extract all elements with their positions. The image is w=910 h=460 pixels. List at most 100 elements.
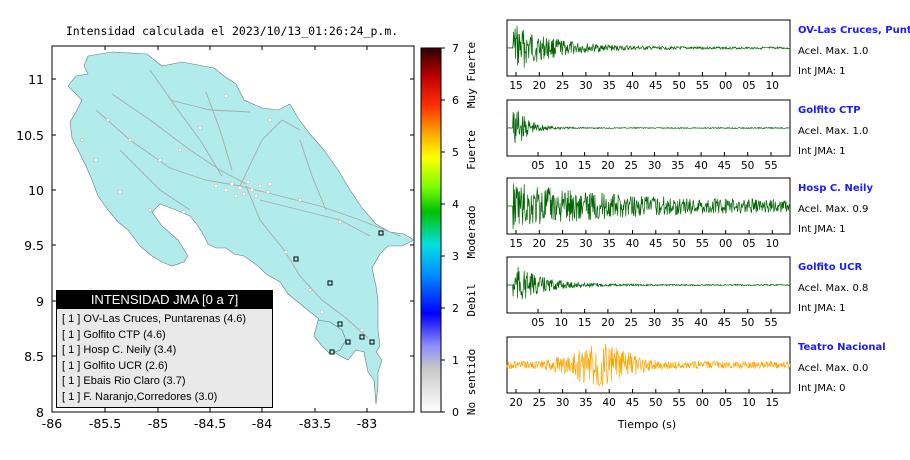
waveform	[506, 111, 791, 144]
colorbar-tick-label: 1	[452, 354, 459, 367]
lat-tick-label: 8.5	[24, 349, 44, 364]
colorbar-class-label: No sentido	[465, 349, 478, 415]
legend-title: INTENSIDAD JMA [0 a 7]	[57, 291, 272, 309]
station-marker	[327, 280, 333, 286]
trace-tick-label: 50	[672, 80, 685, 92]
trace-tick-label: 10	[555, 160, 568, 172]
trace-tick-label: 40	[626, 80, 639, 92]
trace-tick-label: 35	[603, 238, 616, 250]
trace-acel-max: Acel. Max. 0.0	[798, 363, 868, 374]
trace-tick-label: 50	[741, 160, 754, 172]
colorbar-tick-label: 4	[452, 198, 459, 211]
colorbar-labels: No sentido Debil Moderado Fuerte Muy Fuerte	[465, 42, 478, 415]
trace-tick-label: 25	[533, 397, 546, 409]
trace-panel: 15 20 25 30 35 40 45 50 55 00 05 10 Hosp C. Neily Ace…	[506, 177, 873, 250]
map-station-markers	[293, 230, 384, 355]
waveform	[506, 266, 791, 300]
trace-tick-label: 20	[509, 397, 522, 409]
trace-station-name: Teatro Nacional	[798, 342, 886, 353]
trace-int-jma: Int JMA: 1	[798, 224, 846, 235]
colorbar-tick-label: 7	[452, 42, 459, 55]
trace-tick-label: 00	[719, 238, 732, 250]
trace-tick-label: 00	[719, 80, 732, 92]
trace-tick-label: 00	[696, 397, 709, 409]
lat-tick-label: 10.5	[16, 128, 44, 143]
trace-tick-label: 45	[718, 317, 731, 329]
colorbar-class-label: Fuerte	[465, 130, 478, 170]
map-title: Intensidad calculada el 2023/10/13_01:26…	[66, 24, 398, 38]
trace-tick-label: 25	[625, 160, 638, 172]
lat-tick-label: 8	[36, 405, 44, 420]
trace-tick-label: 10	[766, 80, 779, 92]
waveform	[506, 25, 791, 68]
trace-tick-label: 30	[648, 160, 661, 172]
waveform	[506, 183, 791, 230]
lat-tick-label: 9	[36, 294, 44, 309]
station-marker	[329, 349, 335, 355]
colorbar-tick-label: 6	[452, 94, 459, 107]
trace-tick-label: 55	[696, 238, 709, 250]
station-marker	[337, 321, 343, 327]
trace-tick-label: 20	[533, 80, 546, 92]
trace-tick-label: 20	[601, 317, 614, 329]
lon-tick-label: -84	[252, 416, 272, 431]
trace-tick-label: 40	[694, 160, 707, 172]
trace-tick-label: 40	[603, 397, 616, 409]
station-marker	[345, 339, 351, 345]
trace-tick-label: 20	[533, 238, 546, 250]
longitude-axis: -86 -85.5 -85 -84.5 -84 -83.5 -83	[42, 46, 377, 431]
colorbar-class-label: Muy Fuerte	[465, 42, 478, 108]
trace-tick-label: 05	[531, 317, 544, 329]
colorbar	[420, 47, 442, 413]
trace-tick-label: 50	[741, 317, 754, 329]
trace-tick-label: 15	[578, 160, 591, 172]
station-marker	[369, 339, 375, 345]
trace-tick-label: 35	[671, 317, 684, 329]
map-towns	[79, 93, 365, 333]
colorbar-ticks: 0 1 2 3 4 5 6 7	[441, 42, 459, 419]
colorbar-tick-label: 5	[452, 146, 459, 159]
trace-station-name: Hosp C. Neily	[798, 183, 873, 194]
waveform	[506, 343, 791, 387]
trace-station-name: OV-Las Cruces, Puntar	[798, 25, 910, 36]
station-marker	[293, 256, 299, 262]
colorbar-class-label: Moderado	[465, 206, 478, 259]
trace-tick-label: 25	[556, 238, 569, 250]
trace-tick-label: 05	[742, 80, 755, 92]
trace-tick-label: 25	[625, 317, 638, 329]
trace-tick-label: 25	[556, 80, 569, 92]
legend-item: [ 1 ] Golfito CTP (4.6)	[62, 328, 166, 341]
lat-tick-label: 9.5	[24, 238, 44, 253]
trace-tick-label: 45	[649, 238, 662, 250]
trace-tick-label: 05	[742, 238, 755, 250]
trace-tick-label: 45	[649, 80, 662, 92]
trace-acel-max: Acel. Max. 0.9	[798, 204, 868, 215]
trace-tick-label: 30	[579, 80, 592, 92]
legend-item: [ 1 ] F. Naranjo,Corredores (3.0)	[62, 390, 218, 403]
trace-tick-label: 10	[555, 317, 568, 329]
trace-int-jma: Int JMA: 1	[798, 146, 846, 157]
trace-int-jma: Int JMA: 0	[798, 383, 846, 394]
trace-tick-label: 20	[601, 160, 614, 172]
map-peninsula-osa	[313, 319, 347, 355]
intensity-legend: INTENSIDAD JMA [0 a 7] [ 1 ] OV-Las Cruc…	[56, 290, 273, 408]
legend-list: [ 1 ] OV-Las Cruces, Puntarenas (4.6) [ …	[57, 312, 272, 406]
trace-tick-label: 10	[766, 238, 779, 250]
station-marker	[378, 230, 384, 236]
trace-tick-label: 55	[672, 397, 685, 409]
trace-station-name: Golfito UCR	[798, 262, 863, 273]
trace-tick-label: 30	[579, 238, 592, 250]
trace-tick-label: 40	[694, 317, 707, 329]
lon-tick-label: -85.5	[89, 416, 121, 431]
trace-tick-label: 55	[764, 160, 777, 172]
trace-tick-label: 15	[509, 238, 522, 250]
trace-acel-max: Acel. Max. 0.8	[798, 283, 868, 294]
trace-panel: 15 20 25 30 35 40 45 50 55 00 05 10 OV-Las Cruces, P…	[506, 19, 910, 92]
trace-tick-label: 35	[579, 397, 592, 409]
trace-tick-label: 05	[719, 397, 732, 409]
trace-tick-label: 15	[578, 317, 591, 329]
trace-panel: 20 25 30 35 40 45 50 55 00 05 10 15 Teatro Nacional A…	[506, 336, 886, 409]
trace-tick-label: 55	[764, 317, 777, 329]
legend-item: [ 1 ] Hosp C. Neily (3.4)	[62, 344, 177, 357]
